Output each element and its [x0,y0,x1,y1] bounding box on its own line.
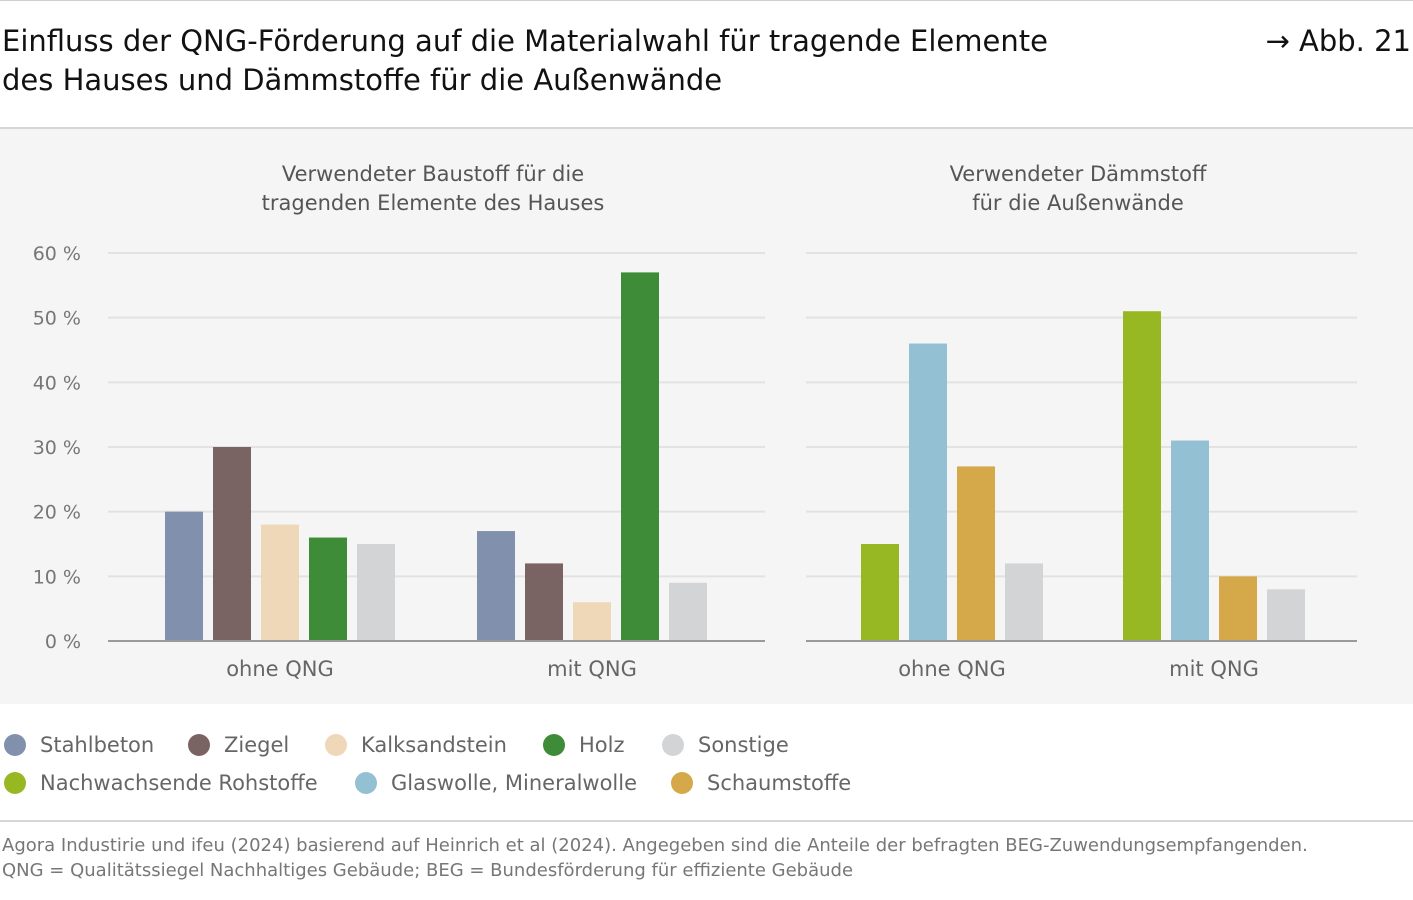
bar-baustoff-holz-ohne [309,537,347,641]
legend-item-glaswolle-mineralwolle: Glaswolle, Mineralwolle [355,771,637,795]
bar-baustoff-kalksandstein-ohne [261,524,299,641]
chart-title-daemmstoff-line-2: für die Außenwände [972,191,1184,215]
chart-title-baustoff-line-1: Verwendeter Baustoff für die [282,162,584,186]
legend-label-kalksandstein: Kalksandstein [361,733,507,757]
bar-daemmstoff-glaswolle-mineralwolle-mit [1171,440,1209,641]
legend-item-holz: Holz [543,733,625,757]
legend-label-nachwachsende-rohstoffe: Nachwachsende Rohstoffe [40,771,318,795]
legend: Stahlbeton Ziegel Kalksandstein Holz Son… [0,723,1413,803]
y-tick-label-1: 10 % [33,566,81,588]
chart-title-baustoff-line-2: tragenden Elemente des Hauses [262,191,605,215]
legend-item-nachwachsende-rohstoffe: Nachwachsende Rohstoffe [4,771,318,795]
legend-item-kalksandstein: Kalksandstein [325,733,507,757]
bar-daemmstoff-sonstige-ohne [1005,563,1043,641]
x-category-label-daemmstoff-0: ohne QNG [898,657,1006,681]
bar-charts: Verwendeter Baustoff für die tragenden El… [33,162,1357,681]
figure-title-line-1: Einfluss der QNG-Förderung auf die Mater… [2,24,1048,58]
bar-baustoff-kalksandstein-mit [573,602,611,641]
bar-baustoff-stahlbeton-mit [477,531,515,641]
bar-daemmstoff-glaswolle-mineralwolle-ohne [909,343,947,641]
legend-label-glaswolle-mineralwolle: Glaswolle, Mineralwolle [391,771,638,795]
legend-item-sonstige: Sonstige [662,733,789,757]
legend-swatch-nachwachsende-rohstoffe [4,772,26,794]
top-rule [0,0,1413,1]
legend-swatch-schaumstoffe [671,772,693,794]
figure-reference: → Abb. 21 [1265,24,1411,58]
legend-swatch-glaswolle-mineralwolle [355,772,377,794]
title-divider [0,127,1413,129]
legend-swatch-ziegel [188,734,210,756]
legend-item-schaumstoffe: Schaumstoffe [671,771,851,795]
chart-area: Verwendeter Baustoff für die tragenden El… [0,129,1413,704]
y-tick-label-3: 30 % [33,437,81,459]
legend-label-stahlbeton: Stahlbeton [40,733,155,757]
x-category-label-baustoff-1: mit QNG [547,657,637,681]
legend-swatch-stahlbeton [4,734,26,756]
bar-baustoff-stahlbeton-ohne [165,511,203,641]
legend-label-sonstige: Sonstige [698,733,789,757]
y-tick-label-6: 60 % [33,243,81,265]
bar-baustoff-sonstige-mit [669,582,707,641]
x-category-label-daemmstoff-1: mit QNG [1169,657,1259,681]
footnote-divider [0,820,1413,822]
bar-daemmstoff-nachwachsende-rohstoffe-mit [1123,311,1161,641]
figure-title: Einfluss der QNG-Förderung auf die Mater… [2,22,1182,100]
legend-item-stahlbeton: Stahlbeton [4,733,154,757]
chart-title-daemmstoff-line-1: Verwendeter Dämmstoff [950,162,1207,186]
legend-label-holz: Holz [579,733,625,757]
figure-title-line-2: des Hauses und Dämmstoffe für die Außenw… [2,63,723,97]
legend-label-schaumstoffe: Schaumstoffe [707,771,852,795]
source-footnote-line-2: QNG = Qualitätssiegel Nachhaltiges Gebäu… [2,860,854,881]
bar-baustoff-sonstige-ohne [357,544,395,641]
legend-swatch-kalksandstein [325,734,347,756]
legend-item-ziegel: Ziegel [188,733,289,757]
source-footnote: Agora Industirie und ifeu (2024) basiere… [2,833,1407,883]
bar-baustoff-ziegel-mit [525,563,563,641]
y-tick-label-4: 40 % [33,372,81,394]
y-tick-label-2: 20 % [33,502,81,524]
bar-baustoff-holz-mit [621,272,659,641]
bar-daemmstoff-sonstige-mit [1267,589,1305,641]
bar-daemmstoff-schaumstoffe-ohne [957,466,995,641]
bar-daemmstoff-schaumstoffe-mit [1219,576,1257,641]
source-footnote-line-1: Agora Industirie und ifeu (2024) basiere… [2,835,1308,856]
legend-swatch-sonstige [662,734,684,756]
legend-label-ziegel: Ziegel [224,733,290,757]
bar-daemmstoff-nachwachsende-rohstoffe-ohne [861,544,899,641]
y-tick-label-5: 50 % [33,308,81,330]
x-category-label-baustoff-0: ohne QNG [226,657,334,681]
y-tick-label-0: 0 % [45,631,81,653]
legend-swatch-holz [543,734,565,756]
bar-baustoff-ziegel-ohne [213,447,251,641]
